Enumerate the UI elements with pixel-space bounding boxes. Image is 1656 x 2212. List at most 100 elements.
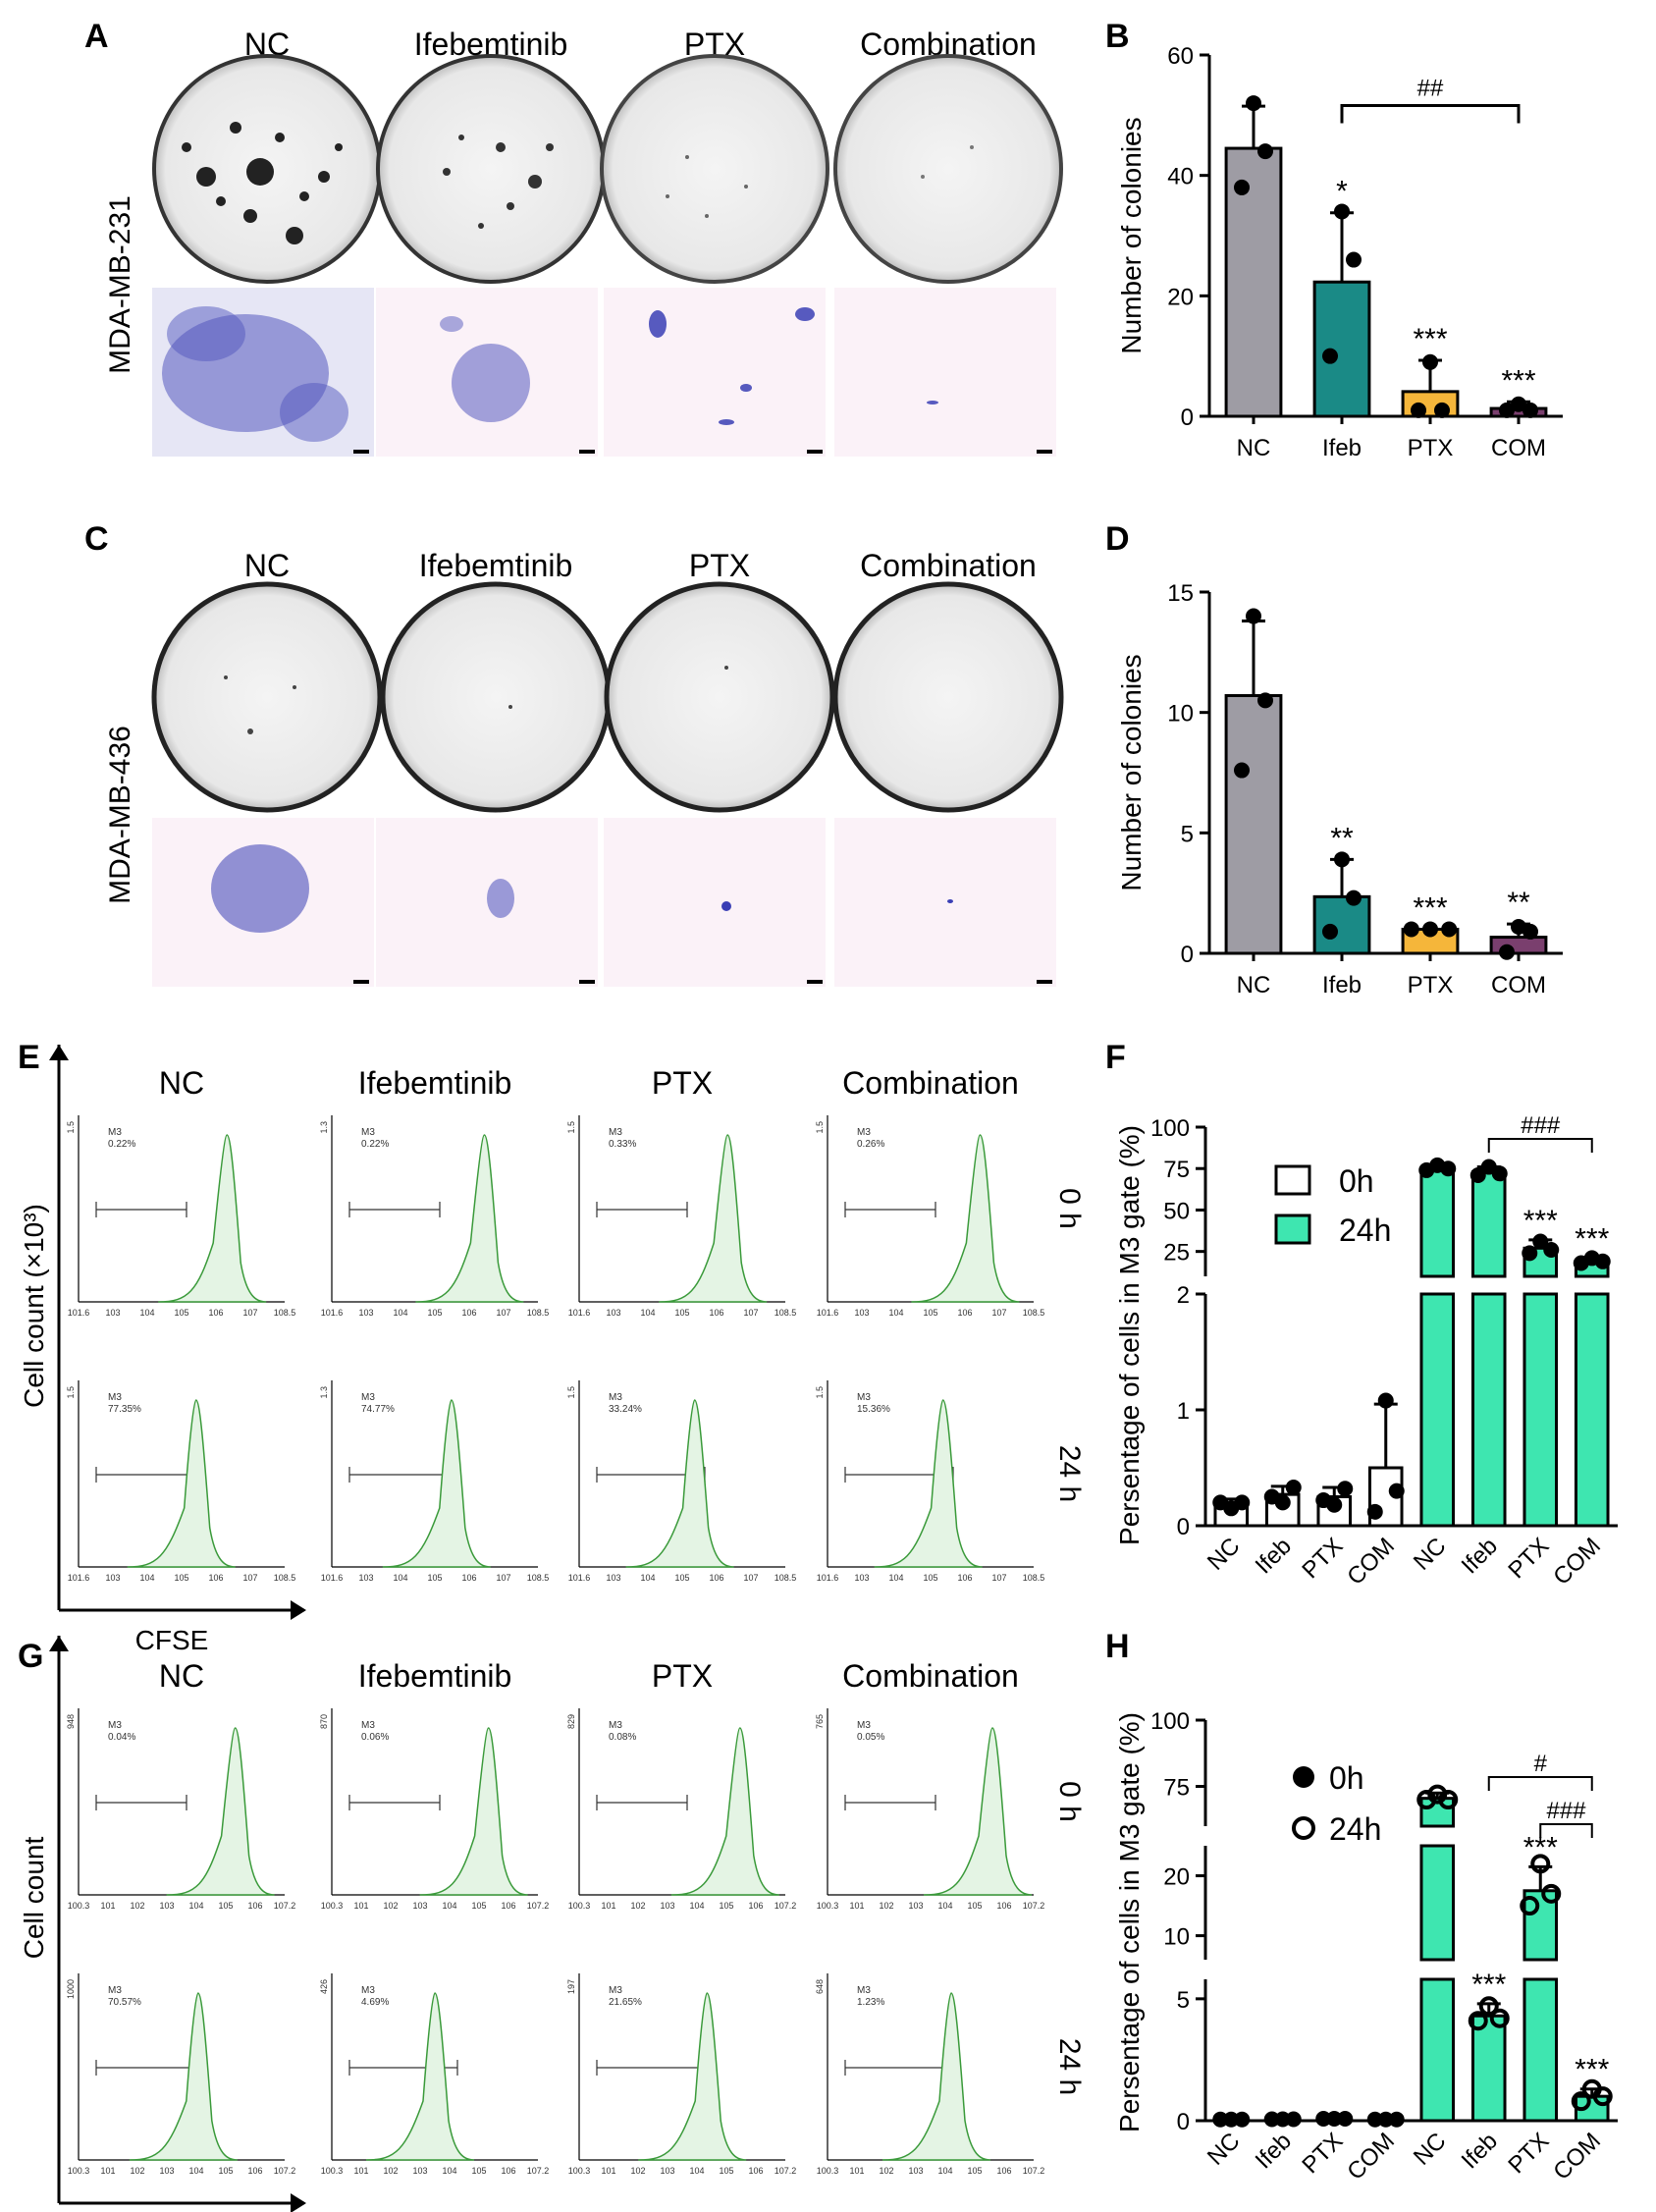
y-tick-label: 100 xyxy=(1150,1708,1190,1735)
gate-name: M3 xyxy=(609,1127,622,1138)
data-point xyxy=(1366,1503,1383,1520)
x-tick-label: Ifeb xyxy=(1251,1533,1297,1579)
histogram-x-tick: 103 xyxy=(908,1901,923,1911)
col-title-c-nc: NC xyxy=(244,548,290,583)
histogram-x-tick: 108.5 xyxy=(527,1573,550,1583)
panel-letter-d: D xyxy=(1105,520,1130,558)
histogram-x-tick: 101 xyxy=(353,1901,368,1911)
histogram-y-max: 1.5 xyxy=(66,1386,76,1399)
data-point xyxy=(1263,1488,1280,1505)
data-point xyxy=(1522,923,1538,940)
bracket-label: # xyxy=(1534,1751,1548,1777)
data-point xyxy=(1522,402,1538,418)
legend-marker-24h xyxy=(1292,1816,1315,1840)
histogram-x-tick: 107.2 xyxy=(1023,1901,1045,1911)
x-tick-label: COM xyxy=(1491,435,1546,461)
histogram-y-max: 1.5 xyxy=(566,1386,576,1399)
gate-marker xyxy=(95,1202,187,1217)
col-title-c-combo: Combination xyxy=(860,548,1037,583)
histogram-x-tick: 108.5 xyxy=(775,1573,797,1583)
data-point xyxy=(1468,2011,1488,2031)
histogram-x-tick: 106 xyxy=(748,1901,763,1911)
histogram-x-tick: 102 xyxy=(630,2166,645,2176)
histogram-y-max: 1.5 xyxy=(815,1121,825,1134)
colony-spots-a-nc xyxy=(182,122,343,244)
histogram-x-tick: 101 xyxy=(601,1901,615,1911)
data-point xyxy=(1499,402,1515,418)
histogram-x-tick: 106 xyxy=(709,1573,723,1583)
micrograph-a-ptx xyxy=(604,288,826,457)
histogram-y-max: 870 xyxy=(319,1714,329,1729)
histogram-x-tick: 103 xyxy=(412,2166,427,2176)
gate-marker xyxy=(844,1795,936,1810)
histogram-x-tick: 103 xyxy=(358,1308,373,1318)
data-point xyxy=(1418,1161,1435,1178)
gate-name: M3 xyxy=(108,1720,122,1731)
data-point xyxy=(1522,1245,1538,1262)
histogram-x-tick: 106 xyxy=(709,1308,723,1318)
panel-letter-g: G xyxy=(18,1638,43,1675)
histogram-peak xyxy=(365,1992,475,2161)
flow-column-title: PTX xyxy=(652,1658,713,1694)
y-tick-label: 20 xyxy=(1163,1864,1190,1891)
y-tick-label: 10 xyxy=(1163,1924,1190,1951)
significance-label: *** xyxy=(1501,364,1535,397)
x-tick-label: NC xyxy=(1409,2128,1452,2171)
dish-row-c xyxy=(151,581,1064,813)
x-tick-label: PTX xyxy=(1408,435,1454,461)
flow-panel-e: NC Ifebemtinib PTX Combination 0 h 24 h Cell c… xyxy=(19,1045,1086,1655)
significance-label: *** xyxy=(1413,891,1447,924)
y-tick-label: 0 xyxy=(1181,405,1194,431)
y-tick-label: 5 xyxy=(1181,821,1194,847)
histogram-x-tick: 107.2 xyxy=(274,2166,296,2176)
x-tick-label: COM xyxy=(1491,972,1546,998)
data-point xyxy=(1520,1896,1540,1916)
gate-marker xyxy=(95,1795,187,1810)
histogram-x-tick: 102 xyxy=(130,1901,144,1911)
y-tick-label: 2 xyxy=(1177,1282,1190,1309)
data-point xyxy=(1346,890,1362,906)
gate-value: 77.35% xyxy=(108,1404,141,1415)
data-point xyxy=(1212,1494,1229,1511)
histogram-peak xyxy=(659,1134,768,1303)
data-point xyxy=(1234,2111,1251,2128)
x-tick-label: Ifeb xyxy=(1457,2128,1503,2174)
data-point xyxy=(1334,203,1350,220)
x-tick-label: PTX xyxy=(1503,1533,1554,1584)
histogram-x-tick: 104 xyxy=(689,2166,704,2176)
gate-name: M3 xyxy=(108,1985,122,1996)
histogram-peak xyxy=(419,1727,528,1896)
chart-d: 0 5 10 15 Number of colonies NC Ifeb ** PTX *** CO… xyxy=(1116,580,1563,998)
significance-label: *** xyxy=(1471,1969,1506,2001)
y-tick-label: 1 xyxy=(1177,1398,1190,1425)
histogram-x-tick: 106 xyxy=(208,1308,223,1318)
histogram-x-tick: 107.2 xyxy=(527,2166,550,2176)
histogram-x-tick: 104 xyxy=(139,1308,154,1318)
gate-name: M3 xyxy=(361,1392,375,1403)
histogram-x-tick: 105 xyxy=(674,1573,689,1583)
histogram-peak xyxy=(874,1399,983,1568)
histogram-x-tick: 106 xyxy=(247,2166,262,2176)
histogram-x-tick: 103 xyxy=(908,2166,923,2176)
y-tick-label: 20 xyxy=(1167,284,1194,310)
histogram-y-max: 1.5 xyxy=(66,1121,76,1134)
histogram-x-tick: 106 xyxy=(957,1573,972,1583)
colony-spots-a-ptx xyxy=(666,155,748,218)
legend-swatch-0h xyxy=(1274,1164,1311,1196)
histogram-x-tick: 104 xyxy=(937,1901,952,1911)
data-point xyxy=(1489,2008,1510,2028)
x-tick-label: COM xyxy=(1548,2128,1606,2185)
significance-label: *** xyxy=(1575,1222,1609,1255)
histogram-y-max: 648 xyxy=(815,1979,825,1994)
data-point xyxy=(1246,95,1261,112)
micrograph-a-nc xyxy=(152,288,374,457)
histogram-peak xyxy=(670,1727,779,1896)
bar xyxy=(1522,1977,1559,2123)
gate-value: 0.08% xyxy=(609,1732,636,1743)
gate-name: M3 xyxy=(361,1985,375,1996)
histogram-y-max: 1.5 xyxy=(566,1121,576,1134)
y-tick-label: 0 xyxy=(1177,2109,1190,2135)
gate-name: M3 xyxy=(361,1720,375,1731)
histogram-x-tick: 105 xyxy=(923,1308,937,1318)
